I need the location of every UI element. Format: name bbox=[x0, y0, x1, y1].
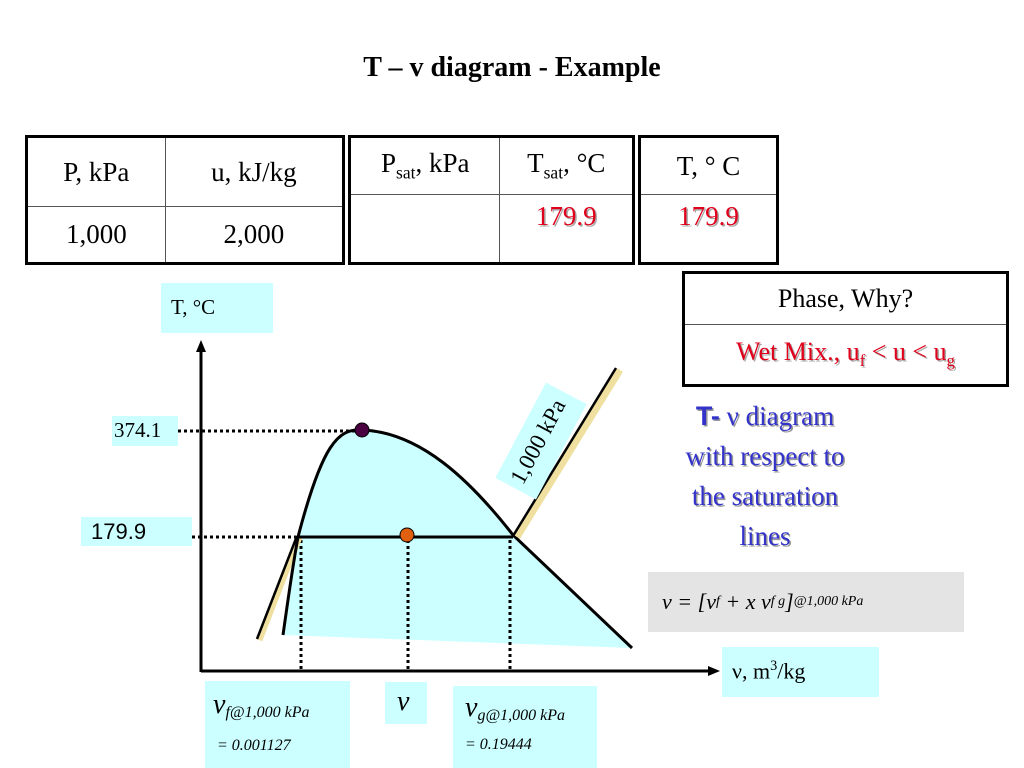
y-axis-label: T, °C bbox=[171, 295, 216, 319]
caption-line-3: the saturation bbox=[691, 481, 839, 511]
isobar-vapor-shadow bbox=[514, 368, 623, 539]
vg-label-box: νg@1,000 kPa = 0.19444 bbox=[453, 686, 597, 768]
diagram-caption: T- ν diagram with respect to the saturat… bbox=[640, 396, 890, 556]
x-axis-label-box: ν, m3/kg bbox=[722, 647, 879, 697]
isobar-vapor-line bbox=[511, 367, 618, 537]
vg-value: = 0.19444 bbox=[465, 736, 532, 753]
x-axis-label: ν, m3/kg bbox=[732, 658, 806, 684]
saturation-dome-fill bbox=[283, 429, 632, 648]
isobar-liquid-shadow bbox=[255, 535, 303, 642]
vg-label: νg@1,000 kPa bbox=[465, 692, 566, 725]
state-point bbox=[399, 527, 415, 543]
pressure-value: 1,000 bbox=[26, 206, 166, 264]
psat-value bbox=[348, 194, 501, 264]
y-axis-label-box: T, °C bbox=[161, 283, 273, 333]
internal-energy-value: 2,000 bbox=[164, 206, 345, 264]
v-label-box: ν bbox=[385, 682, 427, 724]
vf-label: νf@1,000 kPa bbox=[213, 689, 310, 722]
saturation-table: Psat, kPa Tsat, °C 179.9 bbox=[348, 135, 635, 265]
phase-value: Wet Mix., uf < u < ug bbox=[683, 324, 1008, 386]
x-axis-arrow bbox=[708, 666, 720, 676]
tsat-value: 179.9 bbox=[499, 194, 634, 264]
sat-temp-label: 179.9 bbox=[91, 519, 147, 544]
given-properties-table: P, kPa u, kJ/kg 1,000 2,000 bbox=[25, 135, 345, 265]
temperature-value: 179.9 bbox=[639, 194, 778, 264]
critical-temp-label: 374.1 bbox=[114, 418, 162, 442]
v-label: ν bbox=[397, 686, 410, 717]
page-title: T – v diagram - Example bbox=[363, 52, 661, 83]
sat-temp-label-box: 179.9 bbox=[81, 517, 192, 546]
caption-line-4: lines bbox=[739, 521, 791, 551]
psat-header: Psat, kPa bbox=[348, 136, 501, 195]
caption-line-2: with respect to bbox=[685, 441, 845, 471]
phase-table: Phase, Why? Wet Mix., uf < u < ug bbox=[682, 271, 1009, 387]
critical-point bbox=[354, 422, 370, 438]
isobar-liquid-line bbox=[255, 535, 299, 640]
pressure-header: P, kPa bbox=[26, 136, 166, 207]
vf-label-box: νf@1,000 kPa = 0.001127 bbox=[205, 681, 350, 768]
critical-temp-label-box: 374.1 bbox=[112, 416, 178, 446]
temperature-header: T, ° C bbox=[639, 136, 778, 195]
saturation-dome-line bbox=[281, 428, 634, 650]
tsat-header: Tsat, °C bbox=[499, 136, 634, 195]
temperature-table: T, ° C 179.9 bbox=[638, 135, 779, 265]
internal-energy-header: u, kJ/kg bbox=[164, 136, 345, 207]
vf-value: = 0.001127 bbox=[217, 737, 291, 754]
y-axis-arrow bbox=[196, 340, 206, 352]
caption-line-1: T- ν diagram bbox=[695, 401, 835, 431]
